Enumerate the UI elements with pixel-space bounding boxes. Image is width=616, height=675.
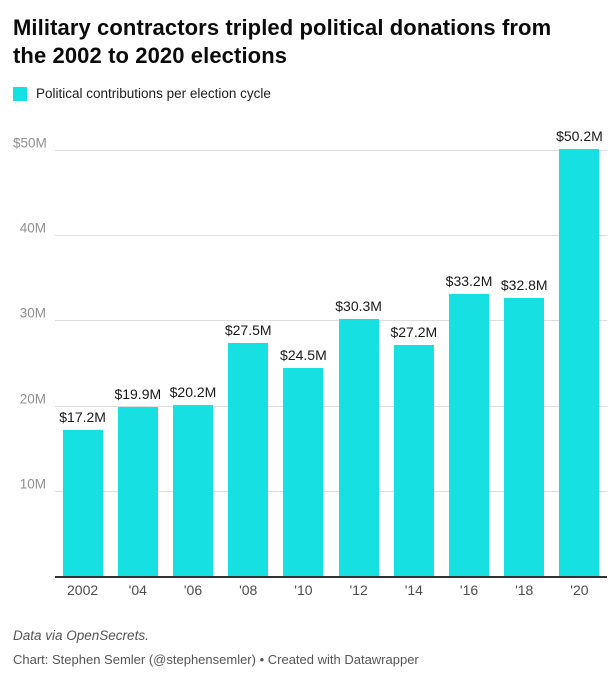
bar-value-label: $17.2M [59, 409, 106, 426]
bar-columns: $17.2M $19.9M $20.2M $27.5M $24.5M $30.3M $27.… [55, 128, 607, 577]
x-axis-tick-label: '06 [183, 581, 203, 598]
legend: Political contributions per election cyc… [13, 86, 607, 102]
byline-note: Chart: Stephen Semler (@stephensemler) •… [13, 651, 419, 667]
plot-area: 10M 20M 30M 40M $50M $17.2M $19.9M $20.2M $27.5M… [13, 128, 607, 578]
x-axis-tick-label: '12 [349, 581, 368, 598]
y-axis-tick-label: 40M [19, 220, 46, 236]
bar-column-06: $20.2M [165, 130, 220, 577]
x-axis-baseline [55, 575, 607, 578]
x-axis-labels: 2002 '04 '06 '08 '10 '12 '14 '16 '18 '20 [55, 582, 607, 604]
y-axis-tick-label: 20M [19, 391, 46, 407]
x-axis-tick-label: 2002 [67, 581, 99, 598]
bar [173, 404, 213, 577]
bar-column-08: $27.5M [221, 130, 276, 577]
bar-value-label: $50.2M [556, 128, 603, 145]
bar [449, 294, 490, 577]
bar-value-label: $19.9M [114, 386, 162, 403]
x-axis-tick-label: '16 [459, 581, 479, 598]
bar [228, 342, 269, 577]
bar [117, 407, 158, 577]
footer: Data via OpenSecrets. Chart: Stephen Sem… [13, 628, 607, 667]
y-axis-tick-label: 10M [19, 476, 46, 492]
bar [62, 430, 103, 577]
bar-value-label: $32.8M [500, 276, 548, 293]
bar-value-label: $33.2M [445, 273, 493, 290]
x-axis-tick-label: '14 [404, 581, 423, 598]
gridline [55, 235, 607, 237]
x-axis-tick-label: '18 [515, 581, 534, 598]
y-axis-tick-label: 30M [19, 305, 46, 321]
bar-value-label: $27.2M [390, 324, 438, 341]
bar [504, 297, 545, 577]
bar-column-04: $19.9M [110, 130, 165, 577]
bar-column-18: $32.8M [497, 130, 552, 577]
x-axis-tick-label: '04 [128, 581, 147, 598]
bar [393, 345, 434, 577]
gridline [55, 150, 607, 152]
bar-column-2002: $17.2M [55, 130, 110, 577]
data-source-note: Data via OpenSecrets. [13, 627, 149, 643]
x-axis-tick-label: '20 [570, 581, 589, 598]
bar-value-label: $24.5M [280, 347, 327, 364]
bar-column-20: $50.2M [552, 128, 607, 577]
y-axis-tick-label: $50M [13, 135, 47, 151]
bar-value-label: $27.5M [224, 321, 272, 338]
gridline [55, 405, 607, 407]
x-axis-tick-label: '10 [294, 581, 313, 598]
bar [283, 368, 324, 577]
x-axis: 2002 '04 '06 '08 '10 '12 '14 '16 '18 '20 [13, 582, 607, 604]
bar [338, 318, 379, 577]
x-axis-tick-label: '08 [239, 581, 258, 598]
bar-value-label: $20.2M [169, 383, 217, 400]
bar-column-14: $27.2M [386, 130, 441, 577]
legend-swatch-icon [13, 86, 27, 101]
legend-label: Political contributions per election cyc… [36, 86, 271, 102]
bar-column-12: $30.3M [331, 130, 386, 577]
bar-chart: 10M 20M 30M 40M $50M $17.2M $19.9M $20.2M $27.5M… [13, 128, 607, 604]
bar-column-16: $33.2M [441, 130, 496, 577]
bar [559, 149, 600, 577]
bar-value-label: $30.3M [335, 297, 382, 314]
gridline [55, 490, 607, 492]
page-title: Military contractors tripled political d… [13, 15, 552, 68]
gridline [55, 320, 607, 322]
bar-column-10: $24.5M [276, 130, 331, 577]
